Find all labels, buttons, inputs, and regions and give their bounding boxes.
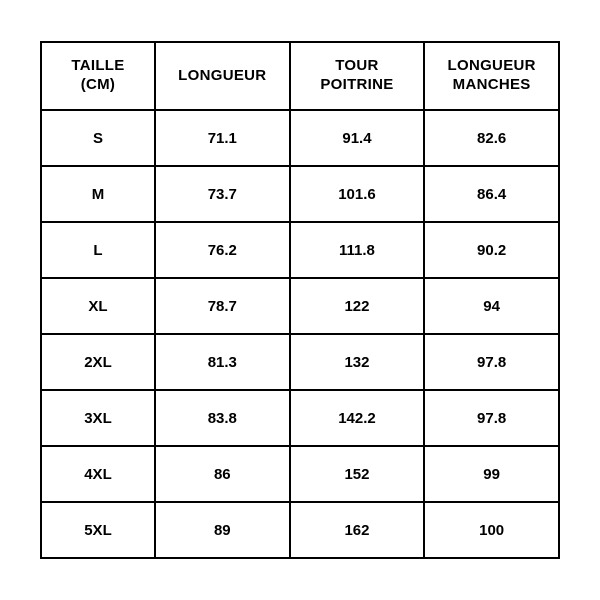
size-chart-table: TAILLE (CM) LONGUEUR TOUR POITRINE LONGU… bbox=[40, 41, 560, 559]
cell-length: 81.3 bbox=[155, 334, 290, 390]
cell-chest: 132 bbox=[290, 334, 425, 390]
cell-length: 86 bbox=[155, 446, 290, 502]
cell-size: 5XL bbox=[41, 502, 155, 558]
cell-length: 76.2 bbox=[155, 222, 290, 278]
header-manches-line1: LONGUEUR bbox=[425, 57, 558, 76]
cell-chest: 91.4 bbox=[290, 110, 425, 166]
header-taille-line2: (CM) bbox=[42, 76, 154, 95]
cell-size: 3XL bbox=[41, 390, 155, 446]
cell-size: M bbox=[41, 166, 155, 222]
cell-chest: 152 bbox=[290, 446, 425, 502]
header-longueur-line1: LONGUEUR bbox=[156, 67, 289, 86]
cell-sleeve: 94 bbox=[424, 278, 559, 334]
table-row: L 76.2 111.8 90.2 bbox=[41, 222, 559, 278]
cell-length: 89 bbox=[155, 502, 290, 558]
table-row: 3XL 83.8 142.2 97.8 bbox=[41, 390, 559, 446]
cell-size: S bbox=[41, 110, 155, 166]
header-tour-line1: TOUR bbox=[291, 57, 424, 76]
cell-size: 2XL bbox=[41, 334, 155, 390]
header-manches-line2: MANCHES bbox=[425, 76, 558, 95]
cell-chest: 122 bbox=[290, 278, 425, 334]
table-row: 4XL 86 152 99 bbox=[41, 446, 559, 502]
header-taille-line1: TAILLE bbox=[42, 57, 154, 76]
cell-chest: 162 bbox=[290, 502, 425, 558]
cell-length: 78.7 bbox=[155, 278, 290, 334]
header-tour-line2: POITRINE bbox=[291, 76, 424, 95]
cell-length: 71.1 bbox=[155, 110, 290, 166]
cell-sleeve: 99 bbox=[424, 446, 559, 502]
header-longueur-manches: LONGUEUR MANCHES bbox=[424, 42, 559, 110]
cell-sleeve: 97.8 bbox=[424, 334, 559, 390]
cell-length: 83.8 bbox=[155, 390, 290, 446]
cell-size: 4XL bbox=[41, 446, 155, 502]
cell-sleeve: 97.8 bbox=[424, 390, 559, 446]
size-chart-container: TAILLE (CM) LONGUEUR TOUR POITRINE LONGU… bbox=[40, 41, 560, 559]
cell-chest: 101.6 bbox=[290, 166, 425, 222]
header-tour-poitrine: TOUR POITRINE bbox=[290, 42, 425, 110]
cell-length: 73.7 bbox=[155, 166, 290, 222]
table-row: XL 78.7 122 94 bbox=[41, 278, 559, 334]
cell-sleeve: 90.2 bbox=[424, 222, 559, 278]
cell-chest: 111.8 bbox=[290, 222, 425, 278]
header-taille: TAILLE (CM) bbox=[41, 42, 155, 110]
cell-sleeve: 86.4 bbox=[424, 166, 559, 222]
table-row: S 71.1 91.4 82.6 bbox=[41, 110, 559, 166]
table-row: M 73.7 101.6 86.4 bbox=[41, 166, 559, 222]
header-longueur: LONGUEUR bbox=[155, 42, 290, 110]
cell-sleeve: 100 bbox=[424, 502, 559, 558]
table-row: 2XL 81.3 132 97.8 bbox=[41, 334, 559, 390]
cell-chest: 142.2 bbox=[290, 390, 425, 446]
cell-size: L bbox=[41, 222, 155, 278]
cell-size: XL bbox=[41, 278, 155, 334]
header-row: TAILLE (CM) LONGUEUR TOUR POITRINE LONGU… bbox=[41, 42, 559, 110]
cell-sleeve: 82.6 bbox=[424, 110, 559, 166]
table-row: 5XL 89 162 100 bbox=[41, 502, 559, 558]
